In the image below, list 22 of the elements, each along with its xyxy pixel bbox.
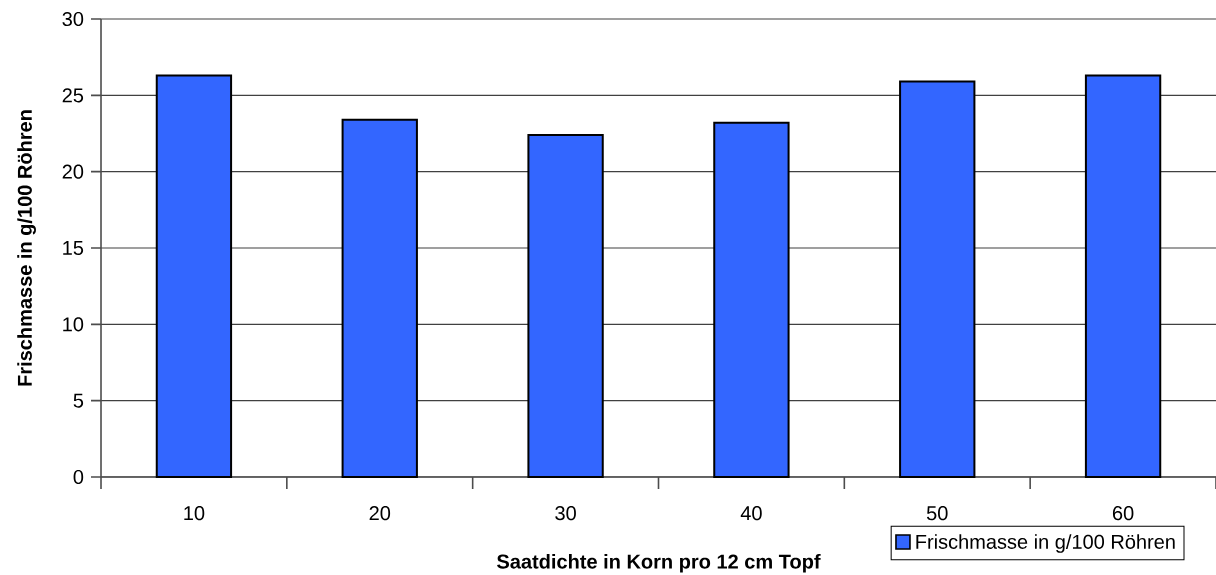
legend-label: Frischmasse in g/100 Röhren [916, 534, 1175, 553]
bar [899, 80, 976, 478]
x-tick-label: 40 [740, 506, 762, 521]
y-tick-label: 20 [62, 164, 84, 179]
bar [155, 74, 233, 478]
y-tick-label: 10 [63, 317, 84, 332]
x-tick-label: 60 [1112, 506, 1134, 521]
x-tick-label: 10 [184, 506, 205, 521]
bar [527, 134, 604, 478]
bar [1084, 74, 1162, 478]
x-tick-label: 30 [555, 506, 576, 521]
y-tick-label: 0 [73, 469, 84, 485]
bar [341, 118, 418, 478]
y-axis-title: Frischmasse in g/100 Röhren [17, 110, 36, 386]
y-tick-label: 15 [63, 241, 84, 255]
x-tick-label: 50 [926, 506, 948, 521]
y-tick-label: 5 [73, 393, 84, 408]
y-tick-label: 30 [62, 11, 84, 27]
x-axis-title: Saatdichte in Korn pro 12 cm Topf [497, 553, 821, 573]
y-tick-label: 25 [62, 88, 84, 103]
bar [713, 121, 790, 478]
x-tick-label: 20 [369, 506, 391, 521]
